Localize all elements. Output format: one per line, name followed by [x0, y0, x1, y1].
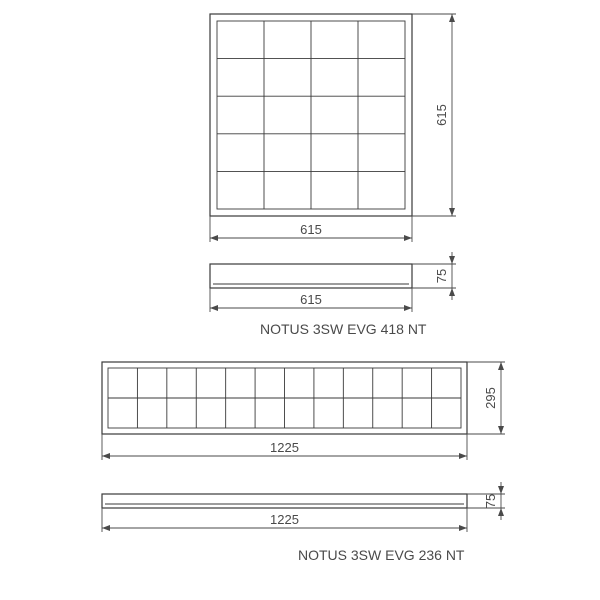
- svg-text:615: 615: [300, 222, 322, 237]
- svg-text:1225: 1225: [270, 512, 299, 527]
- svg-text:1225: 1225: [270, 440, 299, 455]
- svg-text:75: 75: [434, 269, 449, 283]
- fixture-profile: [102, 494, 467, 508]
- svg-text:295: 295: [483, 387, 498, 409]
- product-label: NOTUS 3SW EVG 418 NT: [260, 321, 427, 337]
- product-label: NOTUS 3SW EVG 236 NT: [298, 547, 465, 563]
- technical-drawing: 615 615 615 75 NOTUS 3SW EVG 418 NT 1225 295 12…: [0, 0, 600, 600]
- svg-text:615: 615: [300, 292, 322, 307]
- svg-text:75: 75: [483, 494, 498, 508]
- svg-text:615: 615: [434, 104, 449, 126]
